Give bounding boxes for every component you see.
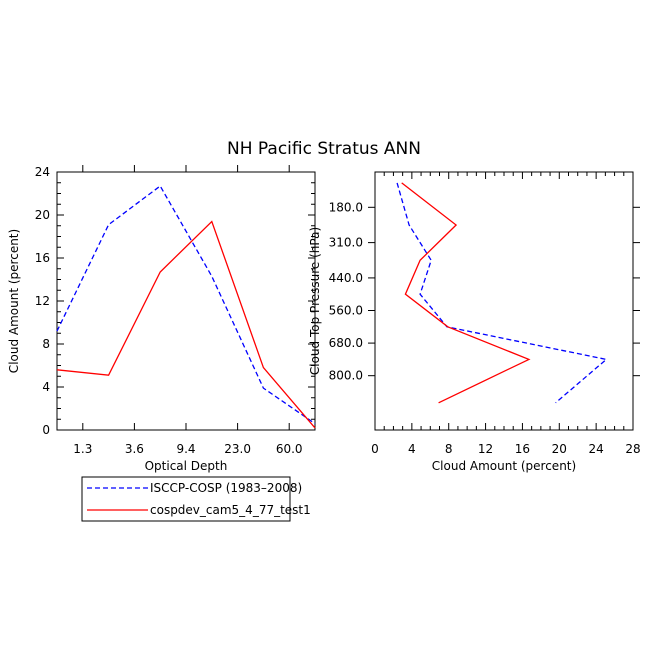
left-ytick-label: 4: [42, 380, 50, 394]
right-ytick-label: 310.0: [329, 236, 363, 250]
right-ytick-label: 180.0: [329, 200, 363, 214]
right-xtick-label: 20: [552, 442, 567, 456]
right-xtick-label: 8: [445, 442, 453, 456]
right-series-line-1: [401, 182, 531, 404]
left-xtick-label: 23.0: [224, 442, 251, 456]
left-ytick-label: 12: [35, 294, 50, 308]
legend-label-isccp: ISCCP-COSP (1983–2008): [150, 481, 302, 495]
legend-box: [81, 476, 291, 522]
left-plot-frame: [56, 171, 316, 431]
legend-label-cam: cospdev_cam5_4_77_test1: [150, 503, 311, 517]
left-series-line-0: [56, 185, 316, 425]
left-xtick-label: 9.4: [176, 442, 195, 456]
right-xtick-label: 12: [478, 442, 493, 456]
right-ytick-label: 440.0: [329, 271, 363, 285]
left-series: [56, 185, 316, 429]
right-ticks: 0 4 8 12 16 20 24 28 180.0 310.0 440.0 560.0 680.0 80…: [329, 172, 641, 456]
left-ylabel: Cloud Amount (percent): [7, 229, 21, 373]
right-ytick-label: 560.0: [329, 304, 363, 318]
left-ytick-label: 16: [35, 251, 50, 265]
left-ytick-label: 24: [35, 165, 50, 179]
left-ticks: 0 4 8 12 16 20 24 1.3 3.6 9.4 23.0 60.0: [35, 165, 315, 456]
left-xtick-label: 60.0: [276, 442, 303, 456]
left-xtick-label: 1.3: [73, 442, 92, 456]
left-series-line-1: [56, 220, 316, 429]
right-xtick-label: 4: [408, 442, 416, 456]
left-ytick-label: 0: [42, 423, 50, 437]
right-series: [396, 182, 608, 404]
right-xtick-label: 24: [589, 442, 604, 456]
left-xtick-label: 3.6: [125, 442, 144, 456]
right-ytick-label: 680.0: [329, 336, 363, 350]
right-xtick-label: 16: [515, 442, 530, 456]
right-series-line-0: [396, 182, 608, 404]
right-ytick-label: 800.0: [329, 369, 363, 383]
left-ytick-label: 20: [35, 208, 50, 222]
right-xtick-label: 0: [371, 442, 379, 456]
right-xtick-label: 28: [625, 442, 640, 456]
chart-title: NH Pacific Stratus ANN: [227, 139, 421, 159]
right-ylabel: Cloud Top Pressure (hPa): [308, 227, 322, 375]
left-xlabel: Optical Depth: [145, 459, 228, 473]
right-xlabel: Cloud Amount (percent): [432, 459, 576, 473]
left-ytick-label: 8: [42, 337, 50, 351]
